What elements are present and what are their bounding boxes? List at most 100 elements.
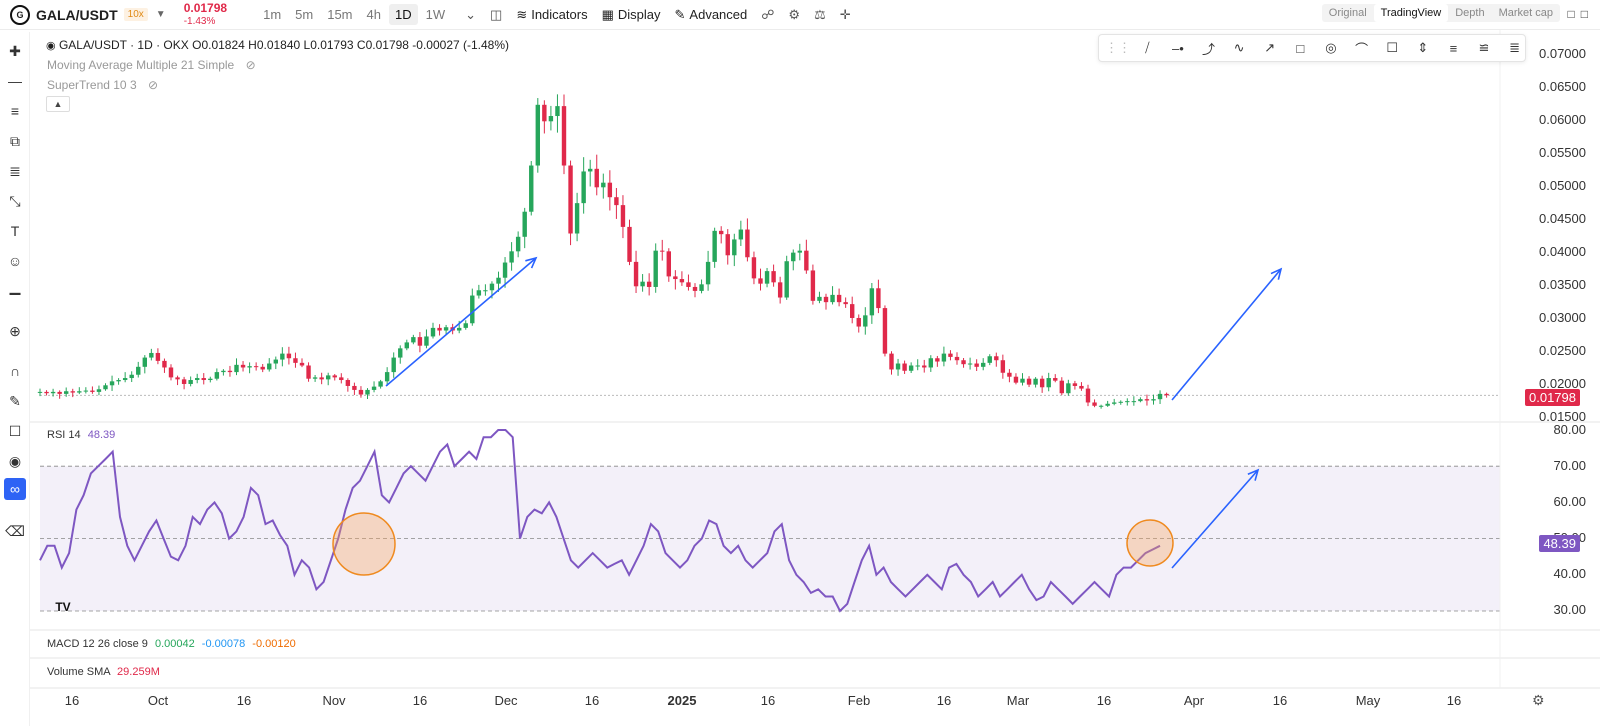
link-icon[interactable]: ∞ xyxy=(4,478,26,500)
view-depth[interactable]: Depth xyxy=(1455,7,1485,19)
arc-icon[interactable]: ⌒ xyxy=(1355,41,1369,57)
indicators-button[interactable]: ≋ Indicators xyxy=(516,7,587,23)
candle-body xyxy=(915,365,920,367)
display-button[interactable]: ▦ Display xyxy=(602,7,661,23)
emoji-icon[interactable]: ☺ xyxy=(7,253,23,269)
candle-body xyxy=(502,262,508,278)
alert-add-icon[interactable]: ✛ xyxy=(839,6,851,22)
arrow-line-icon[interactable]: ↗ xyxy=(1264,40,1276,55)
candle-body xyxy=(810,270,816,301)
compare-scale-icon[interactable]: ⚖ xyxy=(814,6,826,22)
candle-body xyxy=(646,281,652,287)
candle xyxy=(738,220,744,246)
candle-body xyxy=(974,363,979,367)
trend-line-icon[interactable]: ⤡ xyxy=(9,192,21,209)
legend-symbol[interactable]: GALA/USDT · 1D · OKX xyxy=(58,38,189,52)
candle xyxy=(201,373,206,385)
view-tradingview[interactable]: TradingView xyxy=(1373,4,1449,22)
eye-off-icon[interactable]: ⊘ xyxy=(147,78,159,92)
view-original[interactable]: Original xyxy=(1328,7,1367,19)
pencil-lock-icon[interactable]: ✎ xyxy=(9,392,21,409)
view-market-cap[interactable]: Market cap xyxy=(1498,7,1553,19)
candle xyxy=(784,255,789,300)
channel-icon[interactable]: ≌ xyxy=(1478,40,1490,55)
macd-value-1: 0.00042 xyxy=(154,638,195,650)
ray-line-icon[interactable]: ⧸ xyxy=(1145,40,1150,55)
magnet-icon[interactable]: ∩ xyxy=(9,363,21,379)
candle xyxy=(391,352,396,378)
candle-body xyxy=(1157,393,1163,400)
ma-legend[interactable]: Moving Average Multiple 21 Simple ⊘ xyxy=(47,58,256,72)
interval-5m[interactable]: 5m xyxy=(295,7,314,22)
lock-icon[interactable]: ☐ xyxy=(8,422,22,439)
ruler-icon[interactable]: ▔ xyxy=(9,292,21,309)
date-tick: Mar xyxy=(1006,693,1030,708)
eye-off-icon[interactable]: ⊘ xyxy=(245,58,256,72)
eye-icon[interactable]: ◉ xyxy=(8,452,22,469)
zoom-in-icon[interactable]: ⊕ xyxy=(9,322,21,339)
rsi-legend[interactable]: RSI 14 48.39 xyxy=(47,429,115,441)
candle xyxy=(666,248,671,282)
snapshot-icon[interactable]: ☍ xyxy=(761,6,775,22)
drag-handle-icon[interactable]: ⋮⋮ xyxy=(1105,40,1131,55)
crosshair-icon[interactable]: ✚ xyxy=(9,42,21,59)
volume-legend[interactable]: Volume SMA 29.259M xyxy=(47,666,160,678)
trash-icon[interactable]: ⌫ xyxy=(5,522,25,539)
polyline-icon[interactable]: ∿ xyxy=(1233,40,1245,55)
settings-gear-icon[interactable]: ⚙ xyxy=(788,6,801,22)
fib-retracement-icon[interactable]: ≡ xyxy=(1449,40,1458,56)
extended-line-icon[interactable]: ⤴ xyxy=(1202,41,1216,57)
text-tool-icon[interactable]: T xyxy=(10,223,20,239)
candle-body xyxy=(64,391,69,394)
candle xyxy=(90,386,95,394)
advanced-button[interactable]: ✎ Advanced xyxy=(675,7,748,23)
candle-type-icon[interactable]: ◫ xyxy=(490,6,503,22)
legend-ohlc: O0.01824 H0.01840 L0.01793 C0.01798 -0.0… xyxy=(192,38,510,52)
parallel-lines-icon[interactable]: ≡ xyxy=(10,103,20,119)
interval-1d[interactable]: 1D xyxy=(388,4,418,25)
price-tick: 0.01500 xyxy=(1539,409,1586,424)
candle-body xyxy=(365,389,370,395)
collapse-legend-button[interactable]: ▲ xyxy=(46,96,70,112)
price-range-icon[interactable]: ⇕ xyxy=(1417,40,1429,55)
pattern-icon[interactable]: ⧉ xyxy=(10,132,20,149)
horizontal-line-icon[interactable]: — xyxy=(8,73,22,89)
candle xyxy=(745,218,750,262)
candle-body xyxy=(109,381,115,386)
macd-legend[interactable]: MACD 12 26 close 9 0.00042 -0.00078 -0.0… xyxy=(47,638,296,650)
callout-icon[interactable]: ☐ xyxy=(1386,40,1398,55)
candle-body xyxy=(253,366,259,368)
trend-arrow-1 xyxy=(385,256,538,387)
date-tick: 16 xyxy=(1096,693,1112,708)
horizontal-ray-icon[interactable]: –• xyxy=(1172,40,1184,56)
fib-levels-icon[interactable]: ≣ xyxy=(9,162,21,179)
ticker-price: 0.01798 -1.43% xyxy=(184,1,227,28)
pair-selector[interactable]: GALA/USDT xyxy=(36,6,118,23)
chevron-down-icon[interactable]: ▼ xyxy=(155,9,166,20)
interval-1w[interactable]: 1W xyxy=(425,7,446,22)
interval-dropdown-icon[interactable]: ⌄ xyxy=(465,6,477,22)
candle xyxy=(1125,398,1130,406)
candle xyxy=(791,249,796,271)
candle xyxy=(922,359,927,373)
candle-body xyxy=(247,366,252,368)
circle-icon[interactable]: ◎ xyxy=(1325,40,1337,55)
axis-settings-gear-icon[interactable]: ⚙ xyxy=(1532,692,1545,708)
supertrend-legend[interactable]: SuperTrend 10 3 ⊘ xyxy=(47,78,158,92)
candle xyxy=(961,358,966,368)
candle xyxy=(515,231,521,258)
interval-1m[interactable]: 1m xyxy=(263,7,282,22)
candle xyxy=(77,387,82,395)
candle xyxy=(502,257,508,288)
date-tick: 16 xyxy=(1272,693,1288,708)
window-controls-icon[interactable]: □□ xyxy=(1567,7,1594,21)
gann-icon[interactable]: ≣ xyxy=(1509,40,1521,55)
interval-15m[interactable]: 15m xyxy=(327,7,353,22)
candle xyxy=(149,348,154,361)
interval-4h[interactable]: 4h xyxy=(366,7,381,22)
rectangle-icon[interactable]: □ xyxy=(1296,40,1305,56)
candle-body xyxy=(312,377,318,379)
candle-body xyxy=(77,391,82,393)
candle xyxy=(1013,373,1019,385)
